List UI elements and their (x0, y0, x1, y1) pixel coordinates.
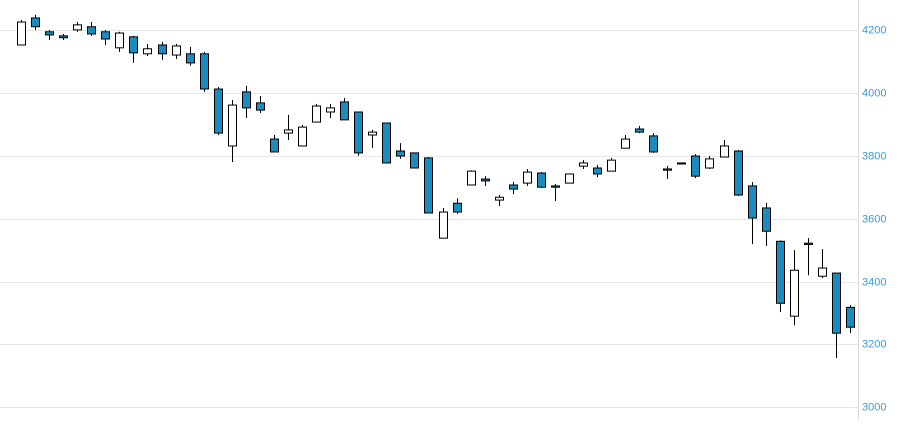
candle-body (214, 88, 223, 134)
candle-body (649, 135, 658, 153)
candle-body (270, 138, 279, 153)
candle-body (143, 48, 152, 55)
candle-body (453, 202, 462, 213)
y-tick-label: 3800 (862, 150, 886, 162)
candle-body (256, 102, 265, 111)
candle-body (73, 24, 82, 31)
candle-body (354, 111, 363, 154)
candle-body (621, 138, 630, 149)
candle-body (59, 35, 68, 39)
candle-body (677, 162, 686, 165)
candle-body (579, 162, 588, 167)
candle-body (565, 173, 574, 184)
candle-body (748, 185, 757, 219)
candle-body (424, 157, 433, 214)
candle-body (242, 91, 251, 109)
candle-body (776, 240, 785, 304)
candle-body (158, 44, 167, 55)
candle-body (284, 129, 293, 134)
candle-body (705, 158, 714, 169)
candle-body (410, 152, 419, 169)
candle-body (298, 126, 307, 147)
candle-body (832, 272, 841, 334)
candle-body (115, 32, 124, 49)
candle-body (129, 36, 138, 54)
candle-body (593, 167, 602, 175)
candle-body (663, 168, 672, 171)
candle-body (495, 196, 504, 201)
candle-body (186, 53, 195, 64)
candle-body (17, 21, 26, 46)
candle-body (45, 31, 54, 36)
candle-body (691, 155, 700, 177)
candle-body (790, 269, 799, 317)
candle-body (396, 150, 405, 157)
candle-body (340, 101, 349, 121)
y-tick-label: 4000 (862, 87, 886, 99)
y-tick-label: 3200 (862, 338, 886, 350)
candle-body (804, 242, 813, 245)
candle-body (172, 45, 181, 56)
candle-body (635, 128, 644, 133)
y-tick-label: 4200 (862, 24, 886, 36)
candle-body (467, 170, 476, 186)
candle-body (537, 172, 546, 188)
candle-body (439, 211, 448, 239)
candle-body (762, 207, 771, 232)
candle-body (846, 306, 855, 328)
candle-body (551, 185, 560, 188)
candle-body (31, 17, 40, 28)
y-tick-label: 3400 (862, 276, 886, 288)
candle-body (720, 145, 729, 158)
candle-body (101, 31, 110, 40)
candle-body (734, 150, 743, 196)
candle-body (818, 267, 827, 277)
y-tick-label: 3000 (862, 401, 886, 413)
candle-body (228, 104, 237, 147)
candle-body (368, 131, 377, 136)
candle-body (481, 178, 490, 182)
y-tick-label: 3600 (862, 213, 886, 225)
candle-body (607, 159, 616, 172)
candle-body (312, 105, 321, 123)
candle-body (87, 26, 96, 35)
candle-body (382, 122, 391, 164)
candle-body (326, 107, 335, 113)
candle-body (523, 171, 532, 184)
candle-body (509, 184, 518, 190)
candle-body (200, 53, 209, 90)
